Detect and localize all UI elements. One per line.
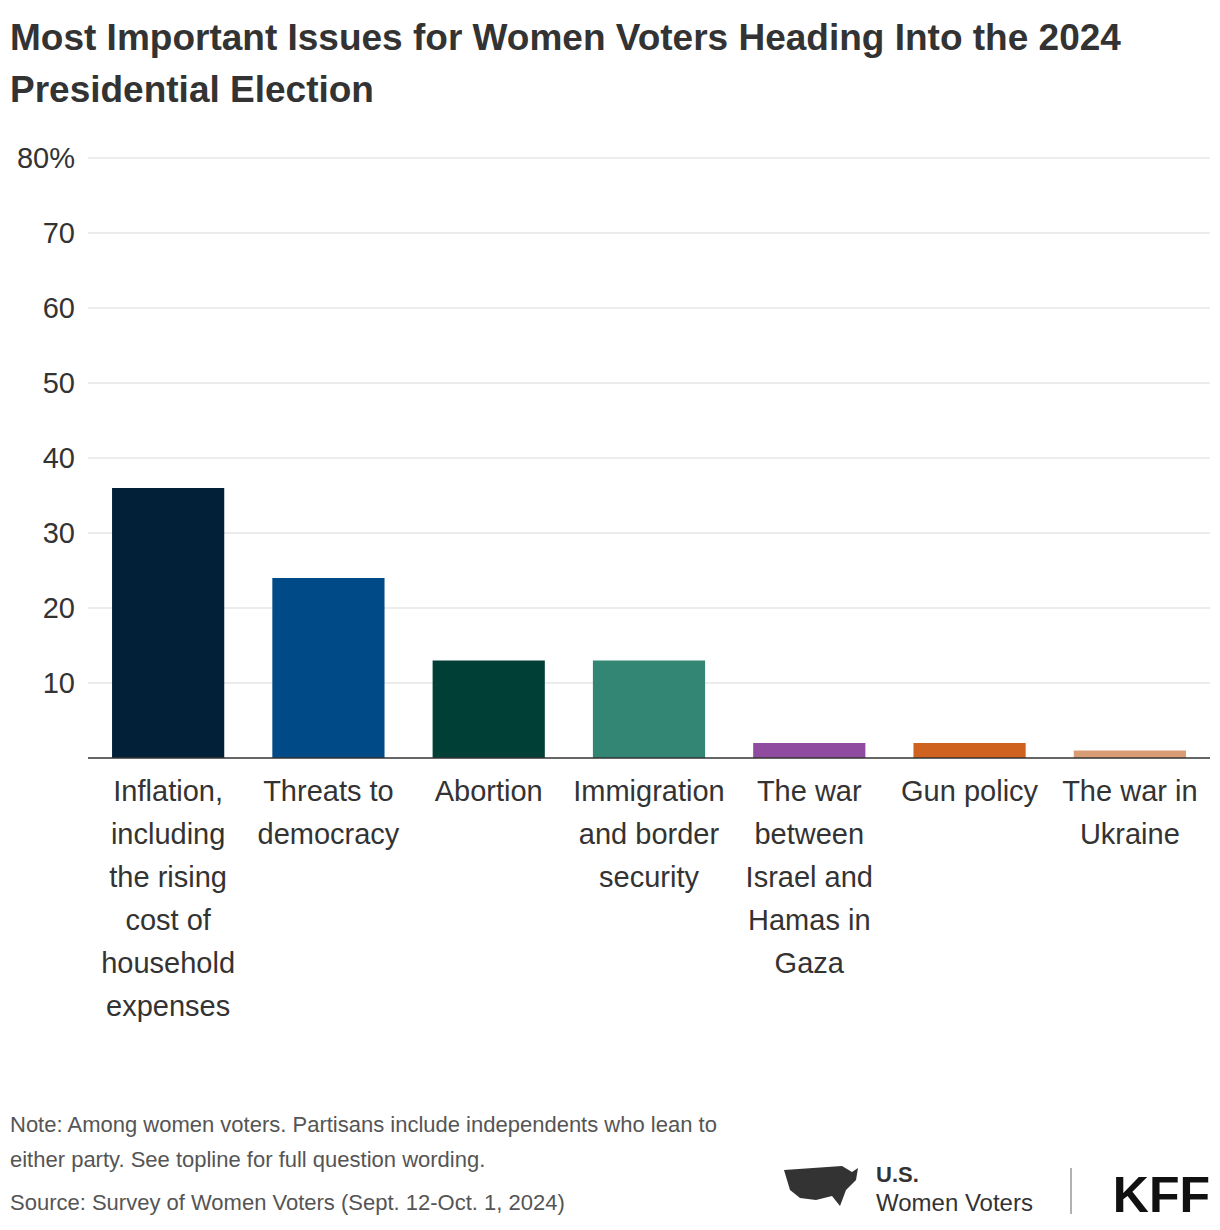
bar [913,743,1025,758]
grid-line [88,383,1210,384]
y-tick-label: 50 [43,367,75,399]
y-tick-label: 60 [43,292,75,324]
grid-line [88,158,1210,159]
x-tick-label: The war inUkraine [1062,775,1197,850]
y-tick-label: 30 [43,517,75,549]
brand-logo: KFF [1113,1167,1210,1223]
x-axis-line [88,757,1210,759]
source: Source: Survey of Women Voters (Sept. 12… [10,1190,565,1215]
grid-line [88,308,1210,309]
note: Note: Among women voters. Partisans incl… [10,1112,717,1172]
bar [112,488,224,758]
grid-line [88,233,1210,234]
bar [1074,751,1186,759]
brand-label: U.S. [876,1162,919,1187]
y-tick-label: 80% [17,142,75,174]
y-tick-label: 40 [43,442,75,474]
bar [272,578,384,758]
grid-line [88,608,1210,609]
bar [593,661,705,759]
bar [753,743,865,758]
bars [112,488,1186,758]
x-tick-label: Gun policy [901,775,1039,807]
x-tick-label: Abortion [435,775,543,807]
us-map-icon [784,1166,858,1206]
x-tick-label: Inflation,includingthe risingcost ofhous… [101,775,235,1022]
x-tick-label: Immigrationand bordersecurity [573,775,725,893]
title: Most Important Issues for Women Voters H… [10,17,1121,110]
bar [433,661,545,759]
grid-line [88,458,1210,459]
grid [88,158,1210,683]
x-tick-label: The warbetweenIsrael andHamas inGaza [746,775,873,979]
brand-label: Women Voters [876,1189,1033,1216]
y-tick-label: 20 [43,592,75,624]
brand-divider [1070,1168,1072,1214]
y-tick-label: 70 [43,217,75,249]
chart: Most Important Issues for Women Voters H… [0,0,1220,1230]
y-tick-label: 10 [43,667,75,699]
grid-line [88,533,1210,534]
x-tick-label: Threats todemocracy [258,775,400,850]
